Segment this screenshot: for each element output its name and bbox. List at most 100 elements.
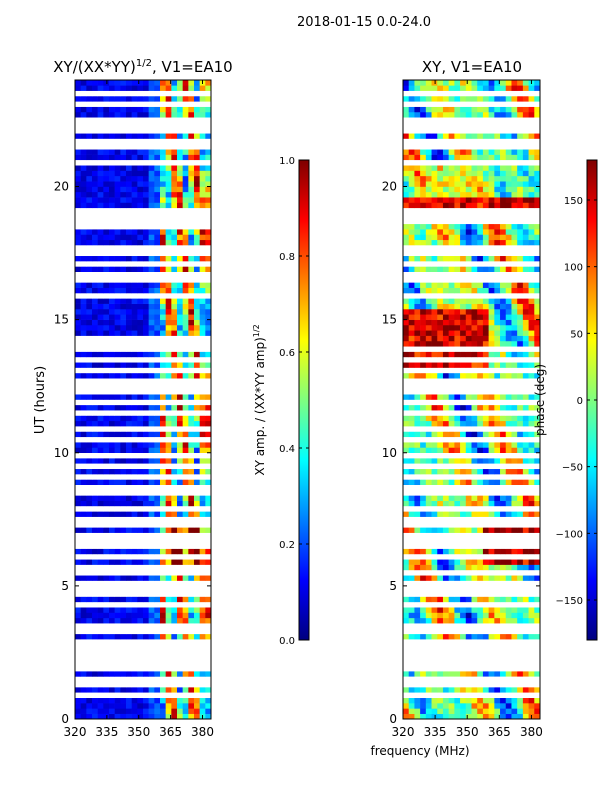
heatmap-cell	[482, 671, 489, 677]
heatmap-cell	[460, 399, 467, 406]
heatmap-cell	[86, 308, 93, 315]
heatmap-cell	[205, 506, 212, 512]
heatmap-cell	[165, 282, 172, 288]
heatmap-cell	[109, 202, 115, 209]
heatmap-cell	[143, 175, 149, 182]
heatmap-cell	[182, 431, 189, 438]
heatmap-cell	[477, 612, 484, 619]
heatmap-cell	[408, 585, 415, 592]
heatmap-cell	[143, 165, 149, 171]
heatmap-cell	[97, 442, 104, 448]
heatmap-cell	[177, 245, 183, 251]
heatmap-cell	[437, 543, 444, 549]
heatmap-cell	[75, 633, 81, 640]
heatmap-cell	[528, 543, 535, 549]
heatmap-cell	[482, 351, 489, 358]
heatmap-cell	[205, 532, 212, 539]
heatmap-cell	[465, 431, 472, 438]
heatmap-cell	[522, 399, 529, 406]
heatmap-cell	[103, 133, 110, 139]
heatmap-cell	[471, 559, 478, 565]
heatmap-cell	[131, 90, 138, 97]
heatmap-cell	[160, 713, 166, 720]
heatmap-cell	[477, 468, 484, 475]
heatmap-cell	[131, 351, 138, 358]
heatmap-cell	[143, 527, 149, 533]
heatmap-cell	[205, 559, 212, 565]
heatmap-cell	[522, 388, 529, 395]
heatmap-cell	[182, 202, 189, 209]
heatmap-cell	[92, 458, 98, 464]
heatmap-cell	[103, 175, 110, 182]
heatmap-cell	[414, 692, 421, 699]
heatmap-cell	[488, 293, 495, 299]
heatmap-cell	[131, 404, 138, 411]
heatmap-cell	[165, 143, 172, 150]
heatmap-cell	[75, 223, 81, 230]
heatmap-cell	[109, 175, 115, 182]
heatmap-cell	[171, 564, 178, 571]
heatmap-cell	[488, 495, 495, 501]
heatmap-cell	[511, 633, 518, 640]
heatmap-cell	[522, 639, 529, 645]
heatmap-cell	[534, 404, 541, 411]
heatmap-cell	[103, 245, 110, 251]
heatmap-cell	[148, 271, 155, 278]
heatmap-cell	[500, 495, 507, 501]
heatmap-cell	[177, 404, 183, 411]
heatmap-cell	[86, 713, 93, 720]
heatmap-cell	[199, 303, 206, 310]
heatmap-cell	[465, 420, 472, 427]
heatmap-cell	[420, 527, 427, 533]
heatmap-cell	[137, 255, 144, 262]
heatmap-cell	[488, 644, 495, 651]
heatmap-cell	[194, 191, 200, 198]
heatmap-cell	[137, 479, 144, 485]
heatmap-cell	[482, 378, 489, 384]
heatmap-cell	[177, 442, 183, 448]
heatmap-cell	[103, 181, 110, 187]
heatmap-cell	[403, 346, 410, 352]
heatmap-cell	[92, 175, 98, 182]
heatmap-cell	[477, 623, 484, 629]
heatmap-cell	[522, 708, 529, 714]
heatmap-cell	[420, 585, 427, 592]
heatmap-cell	[171, 394, 178, 400]
heatmap-cell	[137, 250, 144, 257]
heatmap-cell	[126, 639, 132, 645]
heatmap-cell	[137, 703, 144, 709]
heatmap-cell	[448, 585, 455, 592]
heatmap-cell	[160, 415, 166, 422]
heatmap-cell	[165, 356, 172, 363]
heatmap-cell	[199, 468, 206, 475]
heatmap-cell	[199, 362, 206, 368]
heatmap-cell	[437, 447, 444, 454]
heatmap-cell	[517, 447, 524, 454]
heatmap-cell	[488, 362, 495, 368]
heatmap-cell	[420, 564, 427, 571]
heatmap-cell	[482, 601, 489, 608]
heatmap-cell	[431, 617, 438, 624]
heatmap-cell	[425, 580, 432, 587]
heatmap-cell	[137, 314, 144, 320]
heatmap-cell	[199, 197, 206, 203]
heatmap-cell	[120, 207, 127, 214]
heatmap-cell	[511, 591, 518, 597]
heatmap-cell	[97, 431, 104, 438]
heatmap-cell	[114, 181, 121, 187]
heatmap-cell	[182, 282, 189, 288]
heatmap-cell	[86, 394, 93, 400]
heatmap-cell	[205, 149, 212, 155]
heatmap-cell	[103, 553, 110, 560]
heatmap-cell	[182, 559, 189, 565]
heatmap-cell	[482, 548, 489, 555]
heatmap-cell	[148, 127, 155, 134]
heatmap-cell	[75, 186, 81, 193]
heatmap-cell	[465, 468, 472, 475]
data-gap-row	[75, 683, 211, 686]
heatmap-cell	[143, 495, 149, 501]
heatmap-cell	[505, 388, 512, 395]
heatmap-cell	[120, 181, 127, 187]
heatmap-cell	[420, 495, 427, 501]
heatmap-cell	[194, 218, 200, 225]
